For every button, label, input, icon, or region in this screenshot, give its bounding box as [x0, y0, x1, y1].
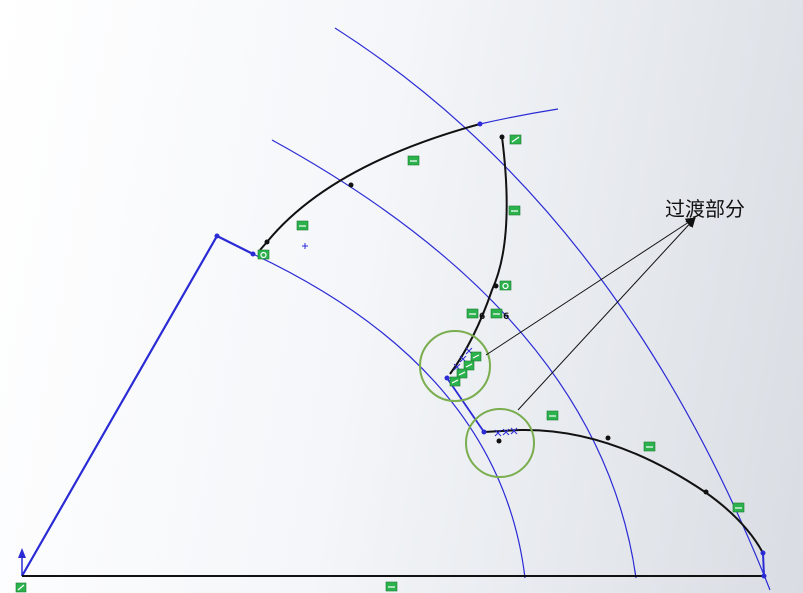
middle-arc[interactable] — [271, 139, 637, 579]
top-arc[interactable] — [479, 108, 559, 125]
relation-icon — [499, 280, 512, 291]
relation-icon — [456, 368, 468, 379]
lower-profile-curve[interactable] — [483, 428, 764, 554]
lower-transition-circle[interactable] — [465, 408, 535, 478]
relation-count-label: 6 — [479, 312, 485, 322]
relation-count-label: 6 — [503, 312, 509, 322]
leader-line-upper — [485, 217, 696, 356]
relation-icon — [407, 155, 420, 166]
inner-arc[interactable] — [252, 253, 526, 579]
construction-points[interactable] — [214, 121, 767, 579]
transition-markers-lower — [494, 427, 518, 437]
relation-icon — [257, 249, 270, 260]
relation-icon — [463, 360, 475, 371]
right-boundary-line[interactable] — [762, 552, 765, 577]
relation-icons[interactable] — [15, 134, 745, 593]
outer-arc[interactable] — [334, 27, 771, 591]
relation-icon — [732, 502, 745, 513]
relation-icon — [509, 134, 522, 145]
origin-cross-icon — [302, 243, 308, 249]
relation-icon — [470, 351, 482, 362]
blade-top-curve[interactable] — [259, 123, 481, 251]
left-boundary-line[interactable] — [21, 234, 254, 577]
relation-icon — [385, 581, 398, 592]
relation-icon — [466, 308, 479, 319]
relation-icon — [643, 441, 656, 452]
lower-transition-segment[interactable] — [446, 377, 485, 433]
y-axis-arrowhead — [18, 548, 26, 558]
upper-transition-circle[interactable] — [419, 330, 491, 402]
relation-icon — [296, 220, 309, 231]
leader-line-lower — [517, 217, 696, 411]
transition-annotation-label: 过渡部分 — [665, 197, 745, 221]
relation-icon — [15, 582, 27, 593]
transition-markers-upper — [453, 347, 473, 371]
relation-icon — [449, 376, 461, 387]
blade-tip-curve[interactable] — [449, 136, 508, 375]
sketch-points[interactable] — [264, 134, 709, 495]
relation-icon — [508, 205, 521, 216]
relation-icon — [546, 410, 559, 421]
relation-icon — [490, 308, 503, 319]
